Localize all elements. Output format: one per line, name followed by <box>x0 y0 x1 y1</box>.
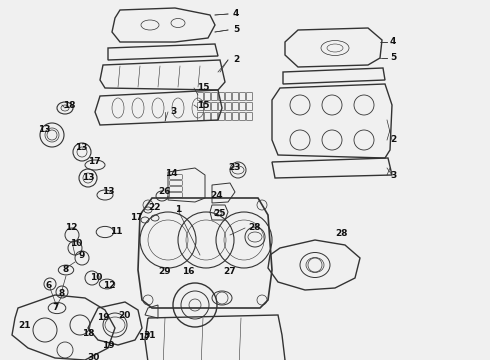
Text: 29: 29 <box>158 267 171 276</box>
Text: 22: 22 <box>148 203 161 212</box>
Text: 19: 19 <box>102 341 115 350</box>
Text: 8: 8 <box>62 266 68 274</box>
Text: 8: 8 <box>58 288 64 297</box>
Text: 1: 1 <box>175 206 181 215</box>
Text: 14: 14 <box>165 168 178 177</box>
Text: 13: 13 <box>75 144 88 153</box>
Text: 17: 17 <box>138 333 150 342</box>
Text: 20: 20 <box>118 310 130 320</box>
Text: 17: 17 <box>88 158 100 166</box>
Text: 31: 31 <box>143 330 155 339</box>
Text: 24: 24 <box>210 190 222 199</box>
Text: 13: 13 <box>82 174 95 183</box>
Text: 3: 3 <box>170 108 176 117</box>
Text: 18: 18 <box>82 328 95 338</box>
Text: 23: 23 <box>228 163 241 172</box>
Text: 4: 4 <box>233 9 240 18</box>
Text: 9: 9 <box>78 251 84 260</box>
Text: 27: 27 <box>223 267 236 276</box>
Text: 26: 26 <box>158 188 171 197</box>
Text: 11: 11 <box>110 228 122 237</box>
Text: 19: 19 <box>97 314 110 323</box>
Text: 15: 15 <box>197 100 210 109</box>
Text: 18: 18 <box>63 100 75 109</box>
Text: 25: 25 <box>213 208 225 217</box>
Text: 5: 5 <box>390 54 396 63</box>
Text: 5: 5 <box>233 26 239 35</box>
Text: 10: 10 <box>90 274 102 283</box>
Text: 28: 28 <box>248 224 261 233</box>
Text: 28: 28 <box>335 229 347 238</box>
Text: 2: 2 <box>390 135 396 144</box>
Text: 10: 10 <box>70 238 82 248</box>
Text: 6: 6 <box>45 280 51 289</box>
Text: 15: 15 <box>197 84 210 93</box>
Text: 12: 12 <box>103 280 116 289</box>
Text: 3: 3 <box>390 171 396 180</box>
Text: 13: 13 <box>38 126 50 135</box>
Text: 16: 16 <box>182 267 195 276</box>
Text: 21: 21 <box>18 320 30 329</box>
Text: 2: 2 <box>233 55 239 64</box>
Text: 7: 7 <box>52 303 58 312</box>
Text: 12: 12 <box>65 224 77 233</box>
Text: 17: 17 <box>130 213 143 222</box>
Text: 4: 4 <box>390 37 396 46</box>
Text: 13: 13 <box>102 188 115 197</box>
Text: 30: 30 <box>87 354 99 360</box>
